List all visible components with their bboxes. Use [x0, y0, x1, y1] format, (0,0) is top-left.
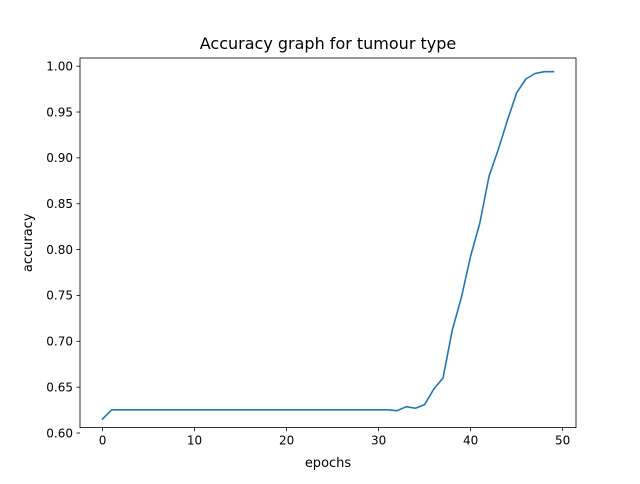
series-layer — [101, 70, 555, 421]
y-tick-label: 0.70 — [46, 335, 73, 349]
x-axis-ticks: 0 10 20 30 40 50 — [99, 427, 570, 448]
x-tick-label: 10 — [187, 434, 202, 448]
x-tick-label: 20 — [279, 434, 294, 448]
x-tick-label: 30 — [371, 434, 386, 448]
axes-frame — [79, 57, 577, 429]
y-axis-ticks: 0.60 0.65 0.70 0.75 0.80 0.85 0.90 0.95 1.00 — [46, 59, 80, 440]
y-tick-label: 0.65 — [46, 380, 73, 394]
y-tick-label: 0.85 — [46, 197, 73, 211]
y-tick-label: 0.95 — [46, 105, 73, 119]
y-tick-label: 0.60 — [46, 426, 73, 440]
x-tick-label: 40 — [463, 434, 478, 448]
chart-title: Accuracy graph for tumour type — [200, 34, 456, 53]
series-line-0 — [101, 70, 555, 421]
y-tick-label: 0.75 — [46, 289, 73, 303]
x-tick-label: 50 — [555, 434, 570, 448]
y-tick-label: 1.00 — [46, 59, 73, 73]
y-axis-label: accuracy — [21, 213, 36, 272]
x-tick-label: 0 — [99, 434, 107, 448]
y-tick-label: 0.80 — [46, 243, 73, 257]
x-axis-label: epochs — [305, 456, 352, 471]
y-tick-label: 0.90 — [46, 151, 73, 165]
